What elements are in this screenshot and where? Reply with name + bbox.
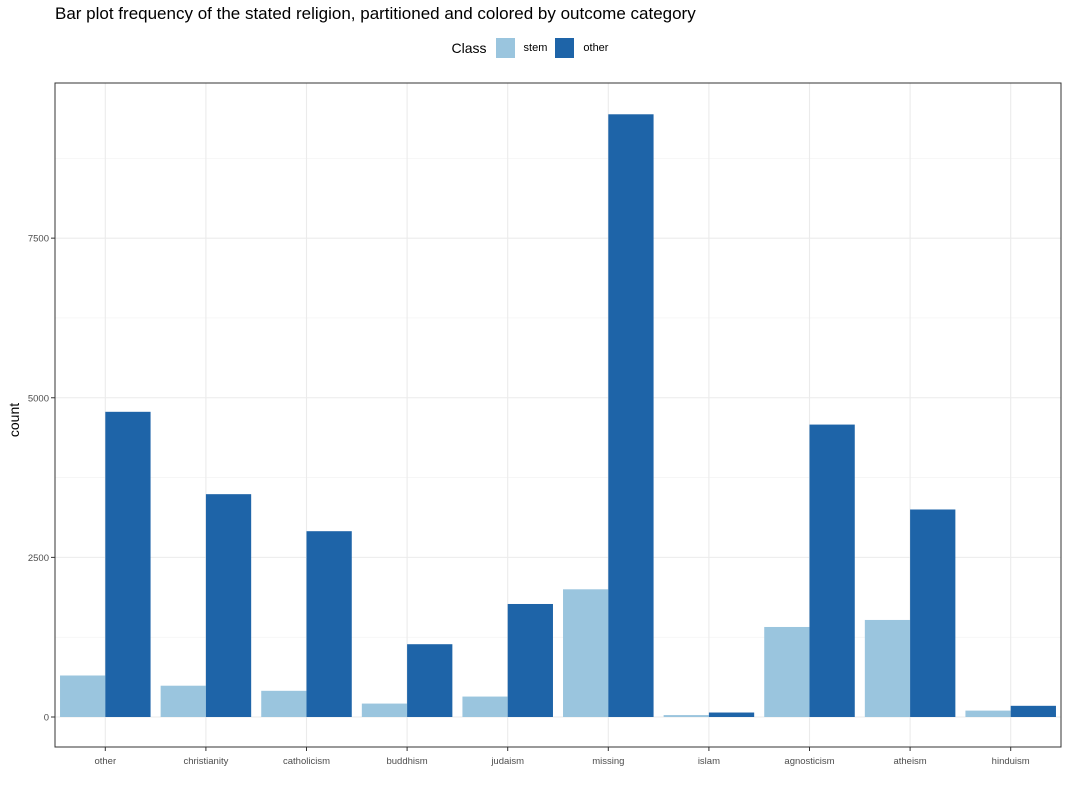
- legend-item-stem: stem: [495, 38, 548, 58]
- x-tick-label-christianity: christianity: [183, 756, 228, 767]
- legend-key-other: [555, 38, 575, 58]
- bar-other-missing: [608, 114, 654, 717]
- bar-other-hinduism: [1010, 705, 1056, 717]
- x-tick-label-islam: islam: [698, 756, 720, 767]
- x-tick-label-atheism: atheism: [893, 756, 926, 767]
- bar-other-agnosticism: [809, 424, 855, 717]
- x-tick-label-buddhism: buddhism: [386, 756, 427, 767]
- bar-stem-missing: [563, 589, 609, 717]
- bar-stem-judaism: [462, 696, 508, 717]
- plot-border: [54, 82, 1062, 748]
- bar-stem-islam: [663, 715, 709, 717]
- bar-other-judaism: [507, 603, 553, 717]
- x-tick-label-agnosticism: agnosticism: [784, 756, 834, 767]
- bar-stem-agnosticism: [764, 626, 810, 717]
- y-tick-label: 2500: [28, 553, 49, 564]
- bar-other-christianity: [205, 494, 252, 717]
- bar-other-catholicism: [306, 531, 352, 717]
- x-tick-label-hinduism: hinduism: [992, 756, 1030, 767]
- bar-stem-other: [60, 675, 106, 717]
- legend-title: Class: [451, 40, 487, 56]
- y-tick-label: 0: [44, 712, 49, 723]
- bar-stem-hinduism: [965, 710, 1011, 717]
- legend-item-other: other: [555, 38, 608, 58]
- legend-label-other: other: [583, 42, 609, 54]
- bar-stem-christianity: [160, 685, 206, 717]
- bar-other-buddhism: [407, 644, 453, 717]
- x-tick-label-other: other: [94, 756, 116, 767]
- legend: Class stem other: [0, 38, 1068, 58]
- bar-stem-atheism: [864, 619, 911, 717]
- bar-other-islam: [708, 712, 755, 717]
- bar-stem-catholicism: [261, 690, 307, 717]
- x-tick-label-catholicism: catholicism: [283, 756, 330, 767]
- legend-label-stem: stem: [523, 42, 548, 54]
- x-tick-label-judaism: judaism: [490, 756, 524, 767]
- y-tick-label: 5000: [28, 393, 49, 404]
- legend-key-stem: [495, 38, 515, 58]
- y-tick-label: 7500: [28, 234, 49, 245]
- bar-stem-buddhism: [361, 703, 408, 717]
- chart-title: Bar plot frequency of the stated religio…: [55, 4, 696, 23]
- bar-other-atheism: [910, 509, 956, 717]
- bar-other-other: [105, 411, 151, 717]
- x-tick-label-missing: missing: [592, 756, 624, 767]
